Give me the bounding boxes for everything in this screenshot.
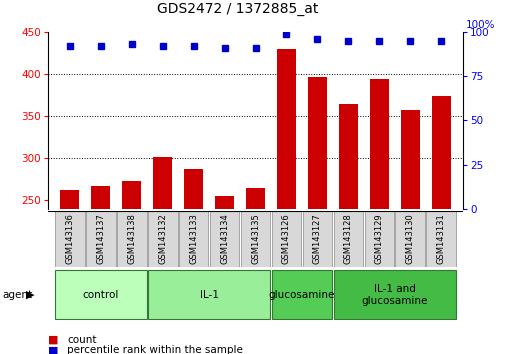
Text: control: control (82, 290, 119, 300)
Bar (308, 76, 326, 209)
Text: GSM143137: GSM143137 (96, 213, 105, 264)
Bar (60, 190, 79, 209)
Text: ▶: ▶ (26, 290, 35, 300)
Text: GSM143130: GSM143130 (405, 213, 414, 264)
FancyBboxPatch shape (333, 270, 456, 319)
Text: GSM143136: GSM143136 (65, 213, 74, 264)
FancyBboxPatch shape (55, 211, 84, 267)
Text: GSM143127: GSM143127 (312, 213, 321, 264)
Text: GSM143135: GSM143135 (250, 213, 260, 264)
Text: agent: agent (3, 290, 33, 300)
Text: GSM143126: GSM143126 (281, 213, 290, 264)
FancyBboxPatch shape (271, 270, 332, 319)
FancyBboxPatch shape (271, 211, 301, 267)
FancyBboxPatch shape (55, 270, 146, 319)
Bar (400, 110, 419, 209)
Text: ■: ■ (48, 346, 59, 354)
Bar (215, 196, 233, 209)
Text: ■: ■ (48, 335, 59, 345)
Text: GSM143138: GSM143138 (127, 213, 136, 264)
Text: 100%: 100% (465, 20, 494, 30)
Text: GSM143131: GSM143131 (436, 213, 445, 264)
Text: glucosamine: glucosamine (268, 290, 334, 300)
Bar (246, 188, 264, 209)
Bar (91, 186, 110, 209)
Text: IL-1: IL-1 (199, 290, 218, 300)
Bar (369, 79, 388, 209)
FancyBboxPatch shape (178, 211, 208, 267)
FancyBboxPatch shape (117, 211, 146, 267)
Text: IL-1 and
glucosamine: IL-1 and glucosamine (361, 284, 427, 306)
Bar (338, 104, 357, 209)
FancyBboxPatch shape (395, 211, 424, 267)
Text: GSM143134: GSM143134 (220, 213, 229, 264)
FancyBboxPatch shape (302, 211, 332, 267)
Text: GSM143129: GSM143129 (374, 213, 383, 264)
FancyBboxPatch shape (426, 211, 456, 267)
Text: percentile rank within the sample: percentile rank within the sample (67, 346, 243, 354)
Bar (122, 181, 141, 209)
Text: count: count (67, 335, 96, 345)
FancyBboxPatch shape (86, 211, 115, 267)
Text: GSM143133: GSM143133 (189, 213, 198, 264)
Text: GSM143128: GSM143128 (343, 213, 352, 264)
FancyBboxPatch shape (209, 211, 239, 267)
Text: GDS2472 / 1372885_at: GDS2472 / 1372885_at (157, 2, 318, 16)
Bar (431, 96, 450, 209)
Bar (184, 169, 203, 209)
Bar (277, 49, 295, 209)
FancyBboxPatch shape (147, 211, 177, 267)
FancyBboxPatch shape (147, 270, 270, 319)
Text: GSM143132: GSM143132 (158, 213, 167, 264)
FancyBboxPatch shape (240, 211, 270, 267)
FancyBboxPatch shape (364, 211, 393, 267)
Bar (153, 158, 172, 209)
FancyBboxPatch shape (333, 211, 363, 267)
